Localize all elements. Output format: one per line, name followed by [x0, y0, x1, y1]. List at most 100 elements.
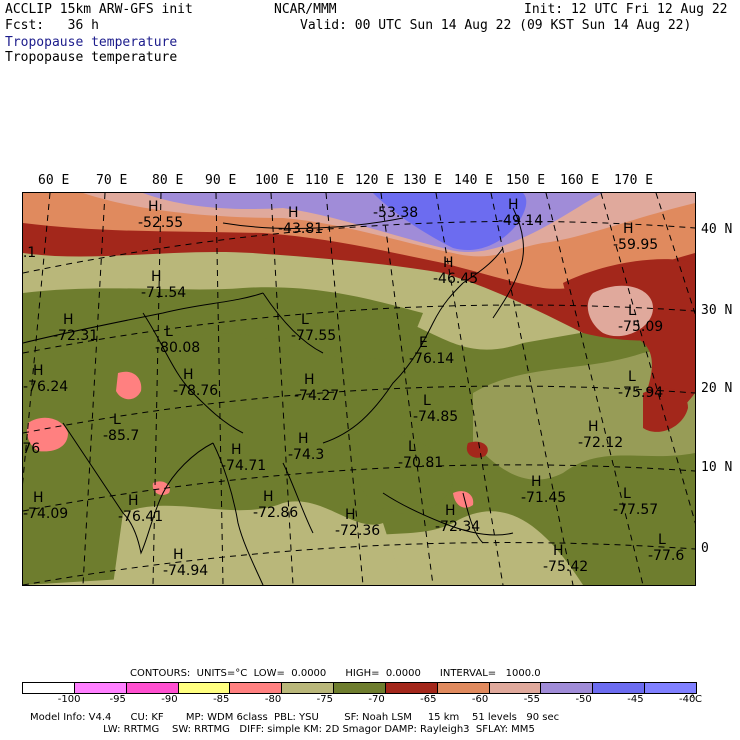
temperature-value-label: -74.94 [163, 563, 208, 579]
temperature-value-label: -72.86 [253, 505, 298, 521]
pressure-center-mark: L [628, 303, 636, 319]
temperature-value-label: -76.24 [23, 379, 68, 395]
init-time: Init: 12 UTC Fri 12 Aug 22 [524, 2, 728, 17]
model-info: Model Info: V4.4 CU: KF MP: WDM 6class P… [30, 712, 560, 723]
colorbar-tick-label: -45 [627, 694, 644, 705]
temperature-value-label: -53.38 [373, 205, 418, 221]
field-title: Tropopause temperature [5, 35, 178, 50]
colorbar-tick-label: -40 [679, 694, 696, 705]
longitude-label: 60 E [38, 173, 70, 188]
colorbar-swatch [488, 683, 541, 693]
colorbar-swatch [281, 683, 334, 693]
temperature-value-label: -80.08 [155, 340, 200, 356]
longitude-label: 100 E [255, 173, 295, 188]
pressure-center-mark: H [345, 507, 356, 523]
temperature-value-label: -77.57 [613, 502, 658, 518]
colorbar-swatch [592, 683, 645, 693]
colorbar-tick-label: -100 [57, 694, 81, 705]
pressure-center-mark: H [231, 442, 242, 458]
colorbar-unit-label: °C [690, 694, 702, 705]
contour-info: CONTOURS: UNITS=°C LOW= 0.0000 HIGH= 0.0… [130, 668, 541, 679]
pressure-center-mark: L [628, 369, 636, 385]
physics-info: LW: RRTMG SW: RRTMG DIFF: simple KM: 2D … [30, 724, 535, 735]
model-title: ACCLIP 15km ARW-GFS init [5, 2, 193, 17]
temperature-value-label: -71.45 [521, 490, 566, 506]
pressure-center-mark: H [63, 312, 74, 328]
longitude-label: 140 E [454, 173, 494, 188]
valid-time: Valid: 00 UTC Sun 14 Aug 22 (09 KST Sun … [300, 18, 692, 33]
pressure-center-mark: H [33, 490, 44, 506]
colorbar-swatch [436, 683, 489, 693]
forecast-hour: Fcst: 36 h [5, 18, 99, 33]
temperature-value-label: -78.76 [173, 383, 218, 399]
pressure-center-mark: E [419, 335, 428, 351]
temperature-value-label: -77.6 [648, 548, 684, 564]
longitude-label: 130 E [403, 173, 443, 188]
temperature-value-label: -43.81 [278, 221, 323, 237]
longitude-label: 110 E [305, 173, 345, 188]
longitude-label: 120 E [355, 173, 395, 188]
temperature-value-label: -74.71 [221, 458, 266, 474]
latitude-label: 30 N [701, 303, 733, 318]
longitude-label: 160 E [560, 173, 600, 188]
pressure-center-mark: H [298, 431, 309, 447]
colorbar-tick-label: -65 [420, 694, 437, 705]
pressure-center-mark: H [263, 489, 274, 505]
pressure-center-mark: L [113, 412, 121, 428]
temperature-value-label: -52.55 [138, 215, 183, 231]
pressure-center-mark: H [173, 547, 184, 563]
colorbar-tick-label: -90 [161, 694, 178, 705]
temperature-value-label: -76.14 [409, 351, 454, 367]
temperature-value-label: -76.41 [118, 509, 163, 525]
temperature-value-label: -71.54 [141, 285, 186, 301]
pressure-center-mark: L [165, 324, 173, 340]
colorbar-tick-label: -95 [109, 694, 126, 705]
latitude-label: 0 [701, 541, 709, 556]
colorbar-tick-label: -60 [471, 694, 489, 705]
longitude-label: 170 E [614, 173, 654, 188]
latitude-label: 20 N [701, 381, 733, 396]
colorbar-swatch [73, 683, 126, 693]
colorbar-tick-label: -50 [575, 694, 592, 705]
pressure-center-mark: L [423, 393, 431, 409]
map-panel: H-52.55H-43.81-53.38H-49.14H-59.9555.1H-… [22, 192, 696, 586]
colorbar-swatch [333, 683, 385, 693]
pressure-center-mark: H [33, 363, 44, 379]
pressure-center-mark: L [301, 312, 309, 328]
colorbar-swatch [177, 683, 230, 693]
pressure-center-mark: H [128, 493, 139, 509]
temperature-value-label: 55.1 [23, 245, 36, 261]
temperature-value-label: -46.45 [433, 271, 478, 287]
colorbar [22, 682, 697, 694]
colorbar-swatch [229, 683, 282, 693]
temperature-value-label: -74.27 [294, 388, 339, 404]
colorbar-tick-label: -55 [523, 694, 541, 705]
pressure-center-mark: L [408, 439, 416, 455]
colorbar-tick-label: -85 [213, 694, 230, 705]
pressure-center-mark: H [445, 503, 456, 519]
pressure-center-mark: H [623, 221, 634, 237]
field-subtitle: Tropopause temperature [5, 50, 178, 65]
temperature-value-label: -72.34 [435, 519, 480, 535]
colorbar-tick-label: -75 [316, 694, 333, 705]
temperature-value-label: -49.14 [498, 213, 543, 229]
colorbar-tick-label: -80 [264, 694, 282, 705]
longitude-label: 70 E [96, 173, 128, 188]
longitude-label: 80 E [152, 173, 184, 188]
colorbar-tick-label: -70 [368, 694, 385, 705]
pressure-center-mark: H [148, 199, 159, 215]
pressure-center-mark: H [304, 372, 315, 388]
pressure-center-mark: H [508, 197, 519, 213]
temperature-value-label: -75.42 [543, 559, 588, 575]
org-label: NCAR/MMM [274, 2, 337, 17]
pressure-center-mark: H [183, 367, 194, 383]
colorbar-swatch [644, 683, 696, 693]
highs-lows-labels: H-52.55H-43.81-53.38H-49.14H-59.9555.1H-… [23, 197, 684, 579]
temperature-value-label: -85.7 [103, 428, 139, 444]
colorbar-swatch [125, 683, 178, 693]
temperature-value-label: -77.55 [291, 328, 336, 344]
pressure-center-mark: H [288, 205, 299, 221]
colorbar-swatch [384, 683, 437, 693]
temperature-value-label: -72.36 [335, 523, 380, 539]
temperature-value-label: -74.09 [23, 506, 68, 522]
